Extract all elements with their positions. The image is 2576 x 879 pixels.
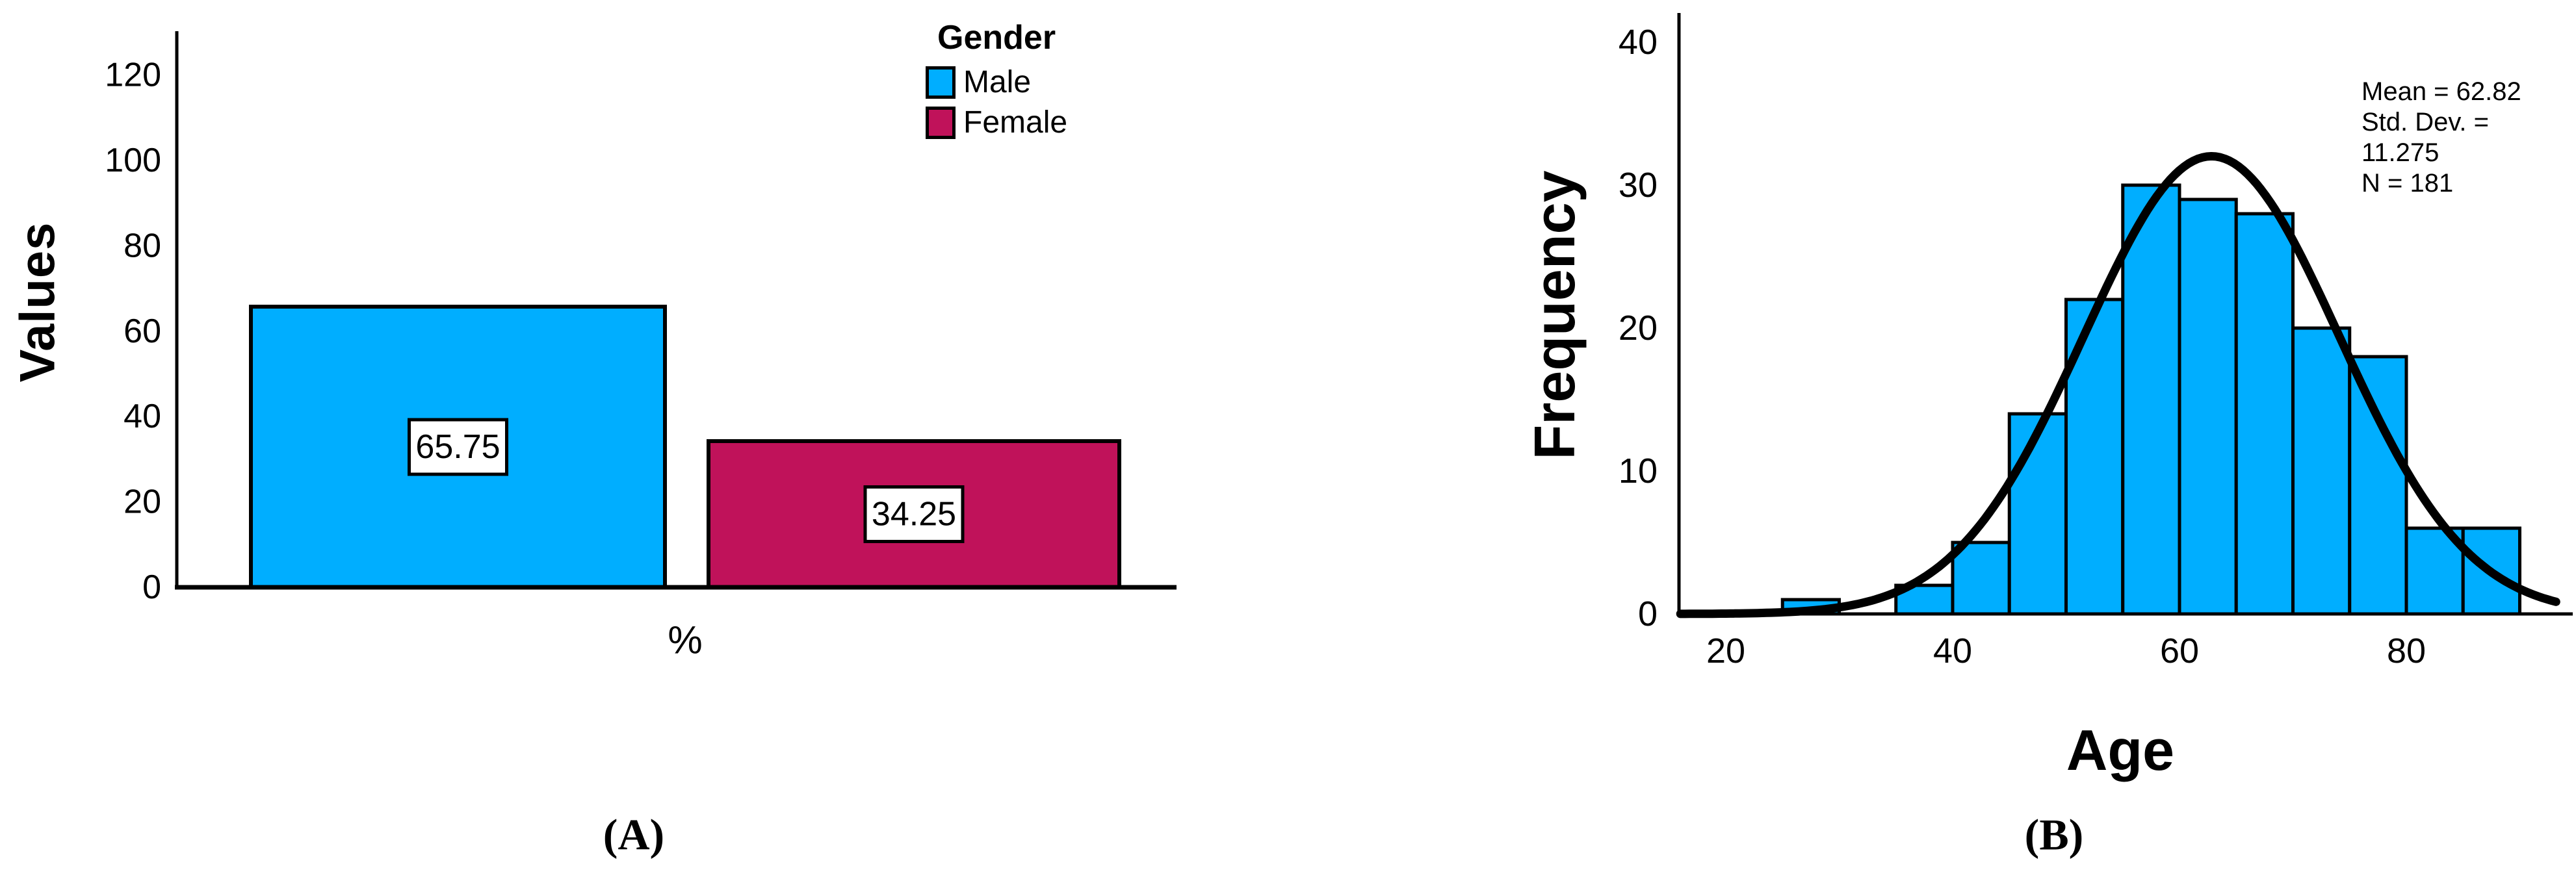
panel-b-ytick-0: 0 — [1638, 594, 1658, 633]
gender-legend: Gender Male Female — [926, 18, 1067, 147]
panel-b-ytick-10: 10 — [1619, 452, 1658, 490]
y-axis-title-frequency: Frequency — [1522, 170, 1587, 460]
histogram-bar-70-75 — [2291, 326, 2352, 616]
male-color-swatch — [926, 66, 956, 99]
panel-b-ytick-30: 30 — [1619, 166, 1658, 205]
panel-b-caption: (B) — [2024, 809, 2084, 860]
panel-b-ytick-40: 40 — [1619, 23, 1658, 62]
annotation-n: N = 181 — [2361, 169, 2454, 197]
histogram-bar-45-50 — [2007, 412, 2068, 616]
panel-a-ytick-60: 60 — [124, 312, 161, 350]
panel-a-ytick-120: 120 — [105, 57, 161, 94]
bar-value-label-female: 34.25 — [872, 495, 956, 533]
panel-a-ytick-40: 40 — [124, 398, 161, 435]
panel-a-ytick-0: 0 — [142, 568, 161, 606]
histogram-bar-75-80 — [2348, 355, 2408, 616]
panel-a-ytick-80: 80 — [124, 227, 161, 264]
x-axis-title-percent: % — [668, 618, 703, 662]
legend-row-female: Female — [926, 107, 1067, 139]
annotation-stddev-value: 11.275 — [2361, 138, 2439, 167]
female-color-swatch — [926, 107, 956, 139]
panel-a-caption: (A) — [603, 809, 665, 860]
normal-curve — [1676, 152, 2560, 618]
legend-label-male: Male — [963, 65, 1032, 99]
panel-b-ytick-20: 20 — [1619, 309, 1658, 348]
histogram-bar-60-65 — [2178, 197, 2238, 616]
histogram-bar-40-45 — [1951, 541, 2011, 616]
annotation-stddev-label: Std. Dev. = — [2361, 108, 2490, 136]
legend-label-female: Female — [963, 105, 1068, 140]
histogram-bar-55-60 — [2121, 183, 2181, 616]
panel-b-xtick-80: 80 — [2387, 631, 2426, 670]
panel-a-ytick-100: 100 — [105, 142, 161, 179]
y-axis-title-values: Values — [10, 222, 66, 383]
panel-b-xtick-40: 40 — [1933, 631, 1972, 670]
panel-a-ytick-20: 20 — [124, 483, 161, 521]
bar-value-box-male — [408, 418, 508, 476]
histogram-stats-annotation: Mean = 62.82 Std. Dev. = 11.275 N = 181 — [2361, 77, 2521, 199]
legend-row-male: Male — [926, 66, 1067, 99]
panel-b-xtick-20: 20 — [1706, 631, 1745, 670]
legend-title: Gender — [937, 19, 1056, 57]
bar-value-box-female — [863, 485, 965, 543]
histogram-bar-65-70 — [2234, 212, 2295, 616]
annotation-mean: Mean = 62.82 — [2361, 77, 2521, 106]
panel-b-xtick-60: 60 — [2160, 631, 2199, 670]
bar-value-label-male: 65.75 — [415, 428, 500, 466]
x-axis-title-age: Age — [2066, 718, 2175, 782]
